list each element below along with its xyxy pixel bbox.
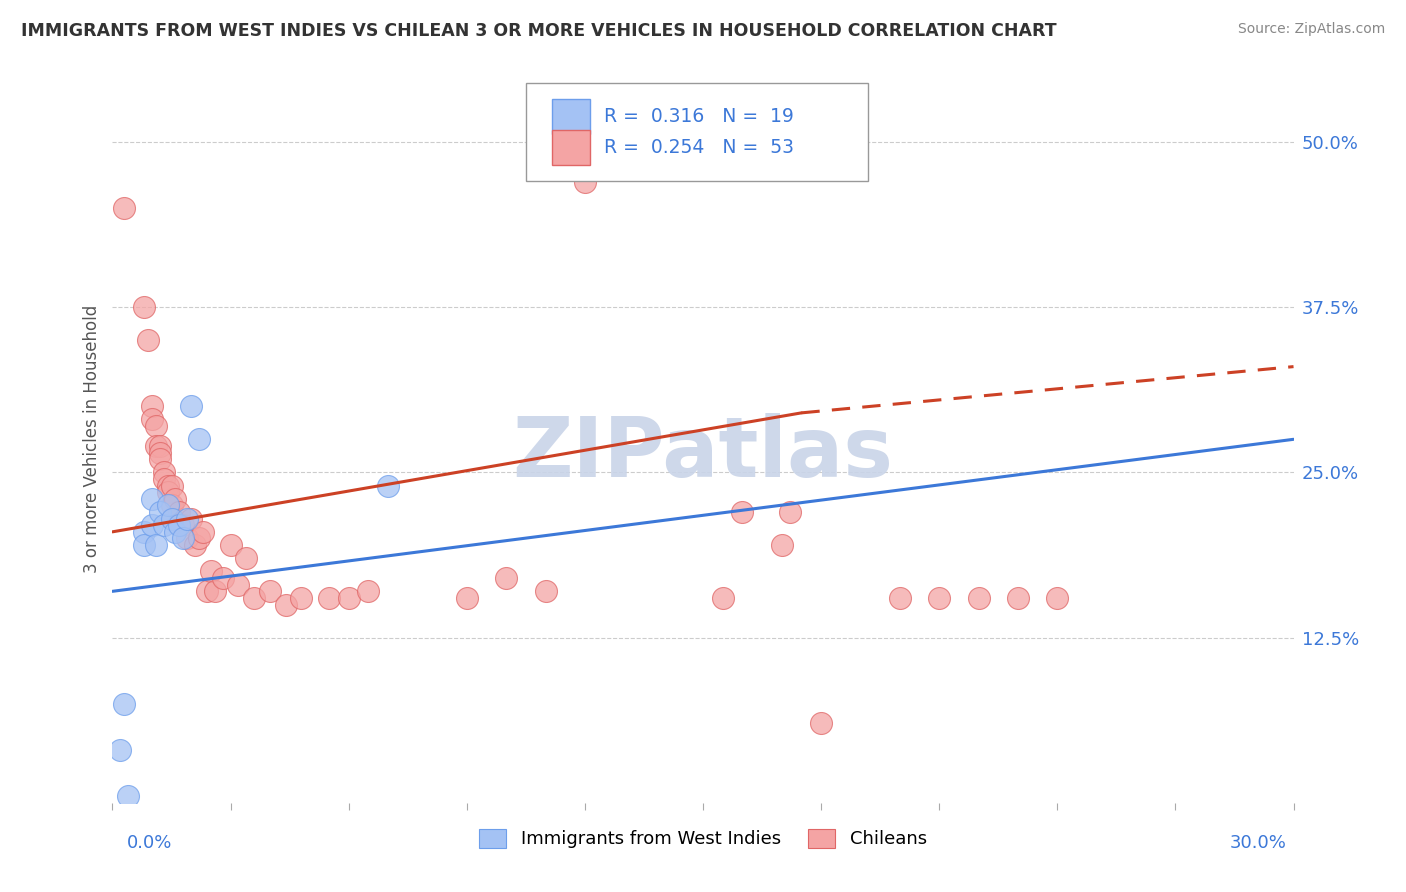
Point: [357, 584, 380, 599]
Point: [180, 511, 202, 525]
Point: [810, 716, 832, 731]
Point: [156, 478, 179, 492]
Point: [337, 591, 360, 605]
Point: [156, 499, 179, 513]
Text: R =  0.316   N =  19: R = 0.316 N = 19: [603, 107, 793, 126]
Point: [149, 445, 172, 459]
Point: [165, 491, 187, 506]
Point: [149, 505, 172, 519]
Point: [195, 584, 218, 599]
Point: [132, 538, 155, 552]
Text: Source: ZipAtlas.com: Source: ZipAtlas.com: [1237, 22, 1385, 37]
Point: [243, 591, 266, 605]
Point: [145, 538, 167, 552]
Point: [711, 591, 734, 605]
Point: [145, 419, 167, 434]
Point: [200, 565, 222, 579]
Point: [176, 532, 198, 546]
Point: [160, 499, 183, 513]
FancyBboxPatch shape: [551, 99, 589, 134]
Point: [180, 399, 202, 413]
Point: [495, 571, 517, 585]
Point: [165, 524, 187, 539]
Point: [141, 399, 163, 413]
Text: ZIPatlas: ZIPatlas: [513, 413, 893, 494]
Point: [169, 505, 191, 519]
Text: 0.0%: 0.0%: [127, 834, 172, 852]
Point: [259, 584, 281, 599]
Point: [152, 472, 174, 486]
Point: [204, 584, 226, 599]
Point: [1046, 591, 1069, 605]
Point: [169, 518, 191, 533]
FancyBboxPatch shape: [526, 83, 869, 181]
Point: [160, 478, 183, 492]
Point: [318, 591, 340, 605]
Point: [928, 591, 950, 605]
Point: [188, 532, 211, 546]
Point: [290, 591, 312, 605]
Point: [235, 551, 257, 566]
Point: [534, 584, 557, 599]
Point: [141, 412, 163, 426]
Point: [219, 538, 242, 552]
Point: [779, 505, 801, 519]
Point: [188, 432, 211, 446]
Point: [191, 524, 214, 539]
Point: [176, 511, 198, 525]
Point: [110, 743, 132, 757]
Point: [156, 485, 179, 500]
Text: IMMIGRANTS FROM WEST INDIES VS CHILEAN 3 OR MORE VEHICLES IN HOUSEHOLD CORRELATI: IMMIGRANTS FROM WEST INDIES VS CHILEAN 3…: [21, 22, 1057, 40]
Point: [141, 518, 163, 533]
Text: 30.0%: 30.0%: [1230, 834, 1286, 852]
Point: [132, 300, 155, 314]
Point: [152, 466, 174, 480]
Point: [889, 591, 911, 605]
Point: [770, 538, 793, 552]
Y-axis label: 3 or more Vehicles in Household: 3 or more Vehicles in Household: [83, 305, 101, 574]
Point: [377, 478, 399, 492]
Point: [149, 452, 172, 467]
Point: [112, 201, 135, 215]
Point: [274, 598, 297, 612]
Point: [1007, 591, 1029, 605]
Point: [184, 538, 207, 552]
Point: [967, 591, 990, 605]
Point: [172, 532, 194, 546]
Point: [731, 505, 754, 519]
Point: [132, 524, 155, 539]
FancyBboxPatch shape: [551, 130, 589, 165]
Point: [141, 491, 163, 506]
Point: [117, 789, 139, 804]
Point: [456, 591, 478, 605]
Point: [574, 175, 596, 189]
Point: [112, 697, 135, 711]
Point: [136, 333, 159, 347]
Point: [172, 518, 194, 533]
Legend: Immigrants from West Indies, Chileans: Immigrants from West Indies, Chileans: [472, 822, 934, 855]
Point: [145, 439, 167, 453]
Point: [149, 439, 172, 453]
Text: R =  0.254   N =  53: R = 0.254 N = 53: [603, 138, 794, 157]
Point: [228, 578, 250, 592]
Point: [152, 518, 174, 533]
Point: [211, 571, 233, 585]
Point: [160, 511, 183, 525]
Point: [160, 511, 183, 525]
